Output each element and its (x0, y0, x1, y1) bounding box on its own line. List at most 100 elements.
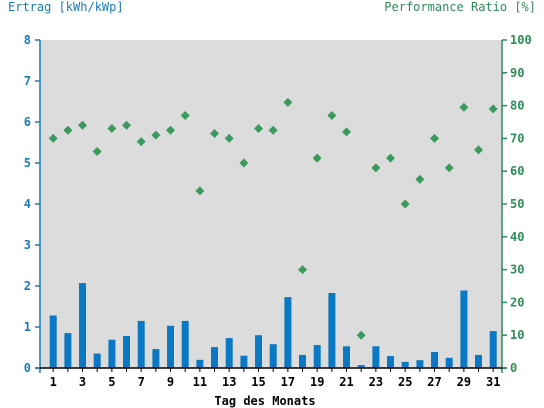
right-tick-label: 90 (510, 66, 524, 80)
bar (152, 349, 160, 368)
bar (416, 360, 424, 368)
left-tick-label: 8 (24, 33, 31, 47)
data-point (298, 265, 308, 275)
bar (357, 365, 365, 368)
data-point (63, 125, 73, 135)
bar (475, 354, 482, 368)
data-point (180, 110, 190, 120)
x-tick-label: 27 (427, 375, 441, 389)
left-tick-label: 6 (24, 115, 31, 129)
data-point (210, 128, 220, 138)
x-tick-label: 5 (108, 375, 115, 389)
right-tick-label: 60 (510, 164, 524, 178)
data-point (166, 125, 176, 135)
data-point (239, 158, 249, 168)
data-point (92, 147, 102, 157)
x-axis-title: Tag des Monats (214, 394, 315, 408)
x-tick-label: 19 (310, 375, 324, 389)
right-axis-title: Performance Ratio [%] (384, 0, 536, 14)
left-tick-label: 4 (24, 197, 31, 211)
data-point (371, 163, 381, 173)
data-point (459, 102, 469, 112)
data-point (415, 174, 425, 184)
data-point (488, 104, 498, 114)
bar (269, 344, 277, 368)
data-point (254, 124, 264, 134)
bar (225, 338, 233, 368)
x-tick-label: 17 (281, 375, 295, 389)
bar-series (49, 283, 497, 369)
data-point (136, 137, 146, 147)
bar (137, 320, 145, 368)
right-tick-label: 50 (510, 197, 524, 211)
x-tick-label: 25 (398, 375, 412, 389)
bar (431, 352, 438, 368)
bar (489, 331, 497, 368)
data-point (312, 153, 322, 163)
bar (79, 283, 86, 368)
data-point (474, 145, 484, 155)
right-tick-label: 80 (510, 99, 524, 113)
data-point (400, 199, 410, 209)
right-tick-label: 100 (510, 33, 532, 47)
bar (372, 346, 380, 368)
bar (284, 297, 292, 368)
x-tick-label: 1 (50, 375, 57, 389)
bar (123, 336, 130, 368)
data-point (48, 133, 58, 143)
right-tick-label: 40 (510, 230, 524, 244)
bar (196, 359, 204, 368)
right-tick-label: 30 (510, 263, 524, 277)
left-tick-label: 3 (24, 238, 31, 252)
bar (313, 345, 321, 368)
right-tick-label: 10 (510, 328, 524, 342)
data-point (444, 163, 454, 173)
plot-area (40, 40, 502, 368)
left-tick-label: 1 (24, 320, 31, 334)
data-point (356, 330, 366, 340)
right-tick-label: 70 (510, 131, 524, 145)
right-tick-label: 20 (510, 295, 524, 309)
bar (343, 346, 350, 368)
data-point (195, 186, 205, 196)
x-tick-label: 31 (486, 375, 500, 389)
bar (181, 320, 189, 368)
data-point (342, 127, 352, 137)
left-tick-label: 0 (24, 361, 31, 375)
x-tick-label: 15 (251, 375, 265, 389)
bar (211, 347, 218, 368)
left-tick-label: 2 (24, 279, 31, 293)
x-tick-label: 11 (193, 375, 207, 389)
x-tick-label: 9 (167, 375, 174, 389)
x-tick-label: 29 (457, 375, 471, 389)
bar (445, 357, 453, 369)
bar (108, 339, 116, 368)
data-point (107, 124, 117, 134)
data-point (78, 120, 88, 130)
data-point (224, 133, 234, 143)
x-tick-label: 23 (369, 375, 383, 389)
x-tick-label: 13 (222, 375, 236, 389)
bar (93, 353, 101, 368)
bar (387, 356, 394, 368)
bar (49, 315, 57, 368)
data-point (327, 110, 337, 120)
bar (240, 355, 248, 368)
bar (328, 293, 336, 368)
data-point (151, 130, 161, 140)
bar (167, 325, 174, 368)
left-tick-label: 7 (24, 74, 31, 88)
bar (460, 290, 468, 368)
bar (299, 354, 306, 368)
bar (401, 361, 409, 368)
data-point (122, 120, 132, 130)
left-tick-label: 5 (24, 156, 31, 170)
data-point (430, 133, 440, 143)
x-tick-label: 21 (339, 375, 353, 389)
bar (255, 335, 262, 368)
bar (64, 333, 72, 368)
data-point (386, 153, 396, 163)
x-tick-label: 7 (138, 375, 145, 389)
